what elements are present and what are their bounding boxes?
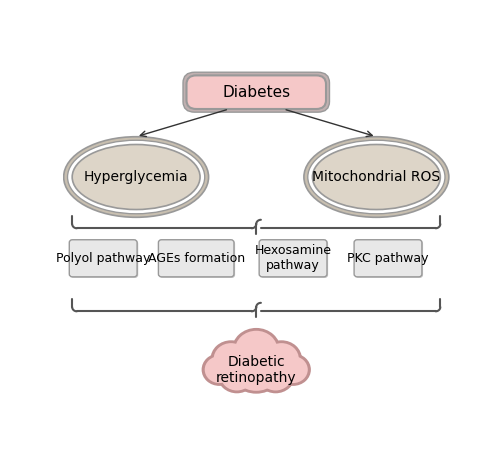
Text: AGEs formation: AGEs formation — [148, 252, 245, 265]
Ellipse shape — [204, 356, 234, 383]
Ellipse shape — [264, 343, 299, 375]
Ellipse shape — [231, 345, 281, 391]
Ellipse shape — [220, 361, 253, 391]
Text: PKC pathway: PKC pathway — [347, 252, 429, 265]
Ellipse shape — [218, 358, 256, 393]
FancyBboxPatch shape — [186, 75, 326, 109]
Ellipse shape — [256, 358, 295, 393]
Ellipse shape — [261, 340, 302, 378]
Ellipse shape — [202, 353, 237, 386]
Ellipse shape — [228, 342, 284, 394]
FancyBboxPatch shape — [158, 240, 234, 277]
Text: Diabetes: Diabetes — [222, 85, 290, 100]
Ellipse shape — [214, 343, 248, 375]
Text: Hyperglycemia: Hyperglycemia — [84, 170, 188, 184]
Ellipse shape — [304, 137, 449, 217]
Ellipse shape — [210, 340, 252, 378]
FancyBboxPatch shape — [260, 241, 328, 278]
Text: Hexosamine
pathway: Hexosamine pathway — [254, 244, 332, 272]
Ellipse shape — [275, 353, 311, 386]
FancyBboxPatch shape — [259, 240, 327, 277]
Ellipse shape — [260, 361, 292, 391]
Ellipse shape — [308, 140, 445, 214]
Ellipse shape — [68, 140, 204, 214]
Text: Diabetic
retinopathy: Diabetic retinopathy — [216, 354, 296, 385]
FancyBboxPatch shape — [70, 240, 137, 277]
FancyBboxPatch shape — [160, 241, 235, 278]
FancyBboxPatch shape — [70, 241, 138, 278]
Text: Mitochondrial ROS: Mitochondrial ROS — [312, 170, 440, 184]
Ellipse shape — [235, 331, 278, 369]
Ellipse shape — [278, 356, 308, 383]
Ellipse shape — [72, 145, 200, 209]
FancyBboxPatch shape — [356, 241, 423, 278]
FancyBboxPatch shape — [183, 72, 330, 112]
Text: Polyol pathway: Polyol pathway — [56, 252, 150, 265]
Ellipse shape — [64, 137, 208, 217]
FancyBboxPatch shape — [354, 240, 422, 277]
Ellipse shape — [312, 145, 440, 209]
Ellipse shape — [232, 328, 280, 372]
